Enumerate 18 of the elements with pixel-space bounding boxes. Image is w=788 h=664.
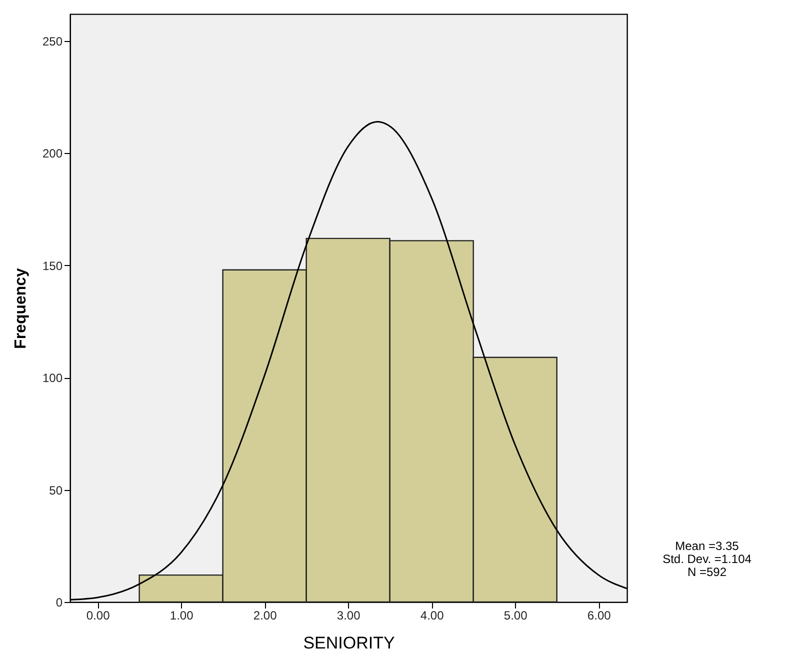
x-tick-label: 3.00 <box>336 608 361 622</box>
y-tick-label: 50 <box>49 483 63 498</box>
x-tick-label: 6.00 <box>587 608 612 622</box>
y-axis-title: Frequency <box>12 268 30 349</box>
x-tick-label: 2.00 <box>253 608 278 622</box>
y-tick-label: 0 <box>56 596 63 610</box>
y-tick-label: 100 <box>42 371 63 386</box>
x-axis-title: SENIORITY <box>303 634 395 652</box>
x-tick-label: 5.00 <box>504 608 528 622</box>
x-tick-label: 4.00 <box>420 608 444 622</box>
text: Mean =3.35 <box>675 539 740 553</box>
y-tick-label: 250 <box>42 34 63 48</box>
text: N =592 <box>687 565 727 579</box>
x-tick-label: 1.00 <box>170 608 194 622</box>
text: Std. Dev. =1.104 <box>662 552 752 566</box>
x-tick-label: 0.00 <box>86 608 110 622</box>
y-tick-label: 200 <box>42 146 63 161</box>
y-tick-label: 150 <box>42 258 63 273</box>
